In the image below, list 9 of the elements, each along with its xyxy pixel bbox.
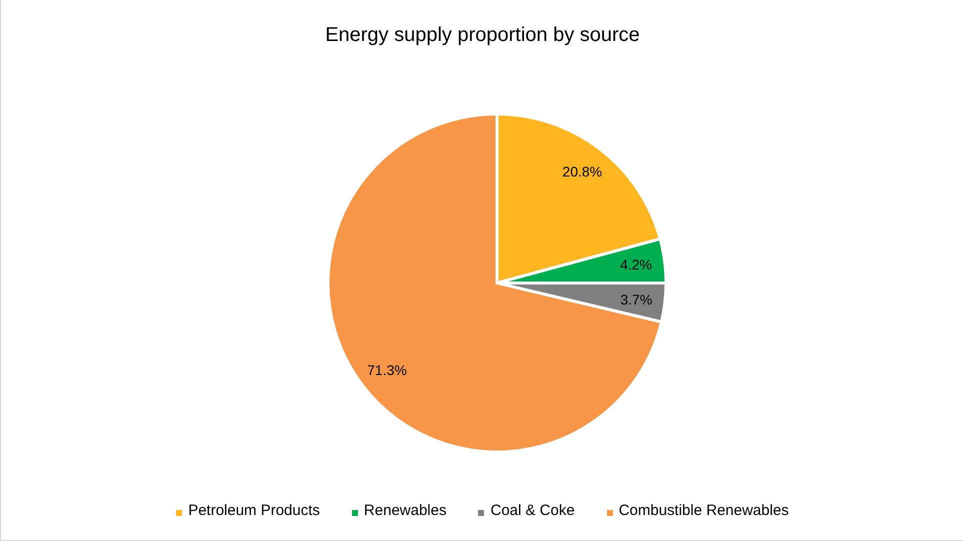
- data-label: 3.7%: [620, 291, 652, 308]
- data-label: 4.2%: [620, 256, 652, 273]
- data-label: 71.3%: [367, 362, 407, 378]
- chart-title: Energy supply proportion by source: [324, 24, 641, 47]
- legend-label: Petroleum Products: [188, 502, 320, 519]
- legend-label: Combustible Renewables: [618, 502, 789, 519]
- legend-label: Renewables: [364, 502, 446, 519]
- data-label: 20.8%: [562, 164, 602, 180]
- legend-label: Coal & Coke: [490, 502, 575, 519]
